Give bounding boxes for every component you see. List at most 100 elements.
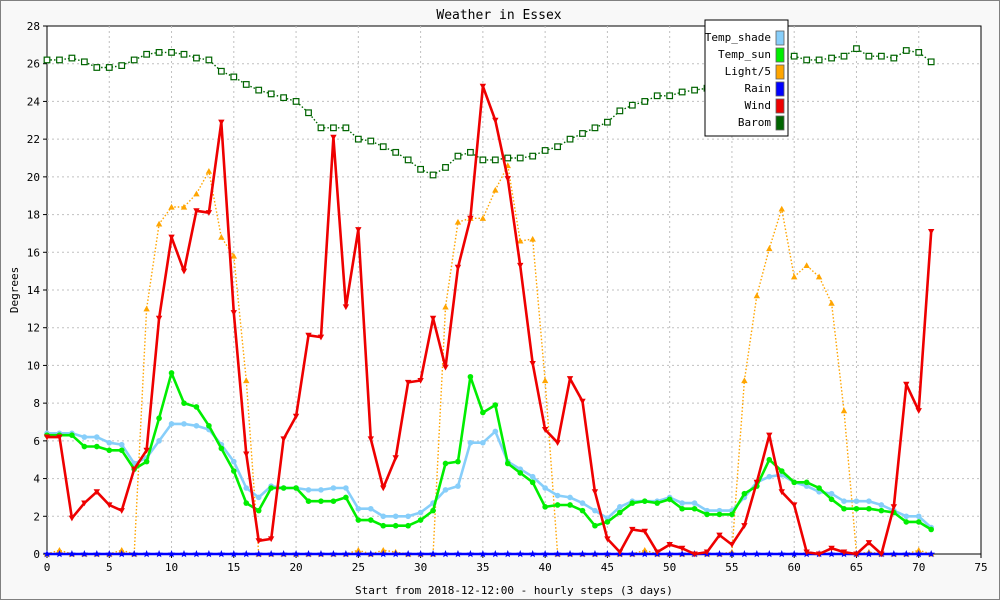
data-point-wind (81, 500, 88, 507)
data-point-rain (441, 550, 450, 558)
data-point-wind (367, 436, 374, 443)
data-point-wind (541, 426, 549, 433)
series-wind (43, 83, 935, 558)
data-point-temp-shade (841, 498, 847, 505)
data-point-barom (255, 86, 263, 94)
data-point-barom (342, 124, 350, 132)
data-point-temp-shade (305, 487, 312, 493)
data-point-wind (43, 434, 51, 441)
legend: Temp_shade Temp_sun Light/5 Rain Wind Barom (704, 19, 789, 137)
data-point-rain (827, 550, 836, 558)
data-point-temp-shade (94, 434, 100, 440)
data-point-temp-sun (617, 509, 623, 516)
data-point-barom (454, 152, 462, 160)
data-point-temp-sun (430, 507, 436, 514)
data-point-temp-sun (517, 470, 524, 476)
data-point-temp-shade (903, 513, 910, 520)
data-point-wind (280, 436, 287, 443)
data-point-temp-sun (480, 409, 486, 416)
data-point-barom (902, 47, 910, 54)
data-point-wind (193, 208, 200, 214)
data-point-rain (205, 550, 213, 558)
data-point-temp-sun (143, 458, 150, 465)
data-point-temp-sun (729, 511, 735, 518)
data-point-rain (753, 550, 761, 558)
data-point-temp-sun (841, 505, 847, 512)
data-point-rain (429, 550, 437, 558)
data-point-wind (267, 536, 275, 543)
data-point-barom (292, 98, 300, 105)
data-point-wind (815, 551, 823, 558)
data-point-temp-sun (903, 519, 910, 525)
data-point-temp-shade (355, 505, 362, 512)
y-tick-label: 26 (27, 58, 40, 71)
data-point-barom (467, 148, 474, 156)
data-point-rain (628, 550, 637, 558)
data-point-light-5 (529, 235, 536, 242)
data-point-barom (193, 54, 200, 62)
data-point-rain (342, 550, 350, 558)
data-point-rain (927, 550, 935, 558)
data-point-wind (355, 227, 362, 233)
x-tick-label: 65 (850, 561, 863, 574)
data-point-rain (454, 550, 462, 558)
data-point-light-5 (205, 168, 213, 174)
data-point-rain (404, 550, 412, 558)
y-tick-label: 28 (27, 20, 40, 33)
data-point-wind (778, 489, 785, 495)
data-point-barom (379, 143, 387, 151)
data-point-temp-shade (392, 513, 399, 520)
data-point-temp-sun (679, 505, 685, 512)
x-tick-label: 25 (352, 561, 365, 574)
data-point-rain (279, 550, 288, 558)
data-point-barom (678, 88, 686, 96)
data-point-barom (330, 124, 337, 132)
data-point-rain (578, 550, 587, 558)
data-point-barom (877, 52, 885, 60)
data-point-rain (640, 550, 649, 558)
data-point-temp-sun (529, 479, 536, 486)
data-point-rain (267, 550, 275, 558)
data-point-temp-sun (330, 498, 337, 505)
data-point-temp-sun (455, 458, 461, 465)
data-point-wind (728, 542, 736, 548)
data-point-temp-shade (243, 485, 250, 491)
data-point-light-5 (741, 377, 748, 384)
data-point-rain (591, 550, 599, 558)
data-point-temp-sun (305, 498, 312, 505)
x-tick-label: 10 (165, 561, 178, 574)
data-point-wind (691, 551, 698, 558)
data-point-barom (591, 124, 599, 132)
data-point-wind (853, 551, 860, 558)
data-point-rain (167, 550, 176, 558)
data-point-temp-sun (94, 443, 100, 450)
data-point-light-5 (815, 273, 823, 280)
y-tick-label: 8 (33, 397, 40, 410)
data-point-temp-shade (467, 439, 474, 446)
data-point-light-5 (155, 220, 163, 227)
data-point-rain (728, 550, 736, 558)
data-point-barom (155, 48, 163, 56)
data-point-barom (392, 148, 400, 156)
data-point-light-5 (355, 547, 362, 553)
data-point-wind (840, 549, 848, 556)
data-point-temp-sun (343, 494, 349, 501)
data-point-temp-sun (168, 370, 175, 376)
legend-swatch-wind (775, 98, 785, 114)
y-tick-label: 4 (33, 473, 40, 486)
data-point-barom (840, 52, 848, 60)
legend-label-barom: Barom (738, 116, 771, 129)
data-point-wind (703, 549, 711, 556)
data-point-rain (528, 550, 537, 558)
data-point-wind (803, 549, 810, 556)
data-point-temp-sun (791, 479, 797, 486)
data-point-wind (380, 485, 387, 492)
data-point-wind (766, 432, 773, 439)
y-tick-label: 0 (33, 548, 40, 561)
data-point-wind (878, 551, 885, 558)
data-point-temp-sun (405, 522, 411, 529)
data-point-temp-shade (156, 438, 162, 444)
data-point-wind (68, 515, 76, 522)
data-point-barom (143, 50, 151, 58)
